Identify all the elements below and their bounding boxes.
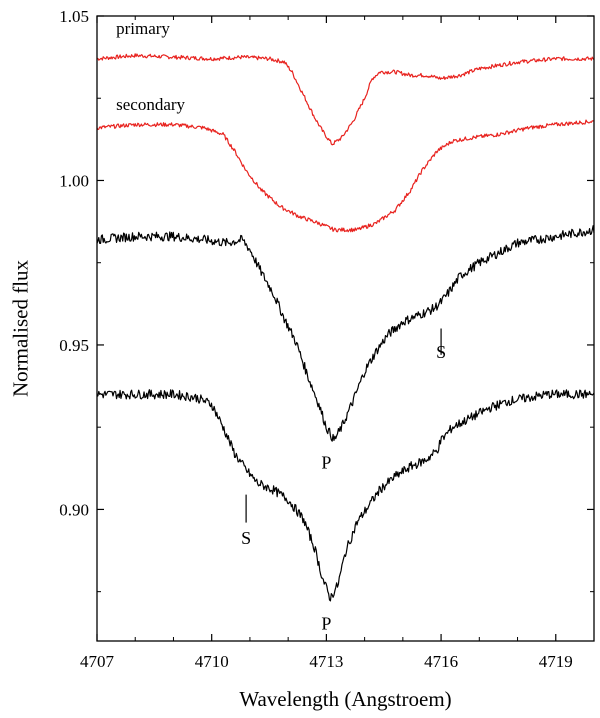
x-tick-label: 4716 <box>424 652 458 671</box>
line-marker-label: P <box>321 452 331 472</box>
y-tick-label: 0.90 <box>59 500 89 519</box>
x-tick-label: 4719 <box>539 652 573 671</box>
annotations-layer: primary secondary S P S P <box>116 19 446 633</box>
line-marker-label: P <box>321 613 331 633</box>
y-tick-label: 1.05 <box>59 7 89 26</box>
spectrum-line-4 <box>96 389 595 602</box>
spectrum-line-3 <box>96 225 595 442</box>
line-marker-label: S <box>436 342 446 362</box>
x-tick-label: 4707 <box>80 652 115 671</box>
series-label: secondary <box>116 95 185 114</box>
series-layer <box>96 53 595 602</box>
spectrum-line-2 <box>96 119 595 233</box>
series-label: primary <box>116 19 170 38</box>
y-tick-label: 1.00 <box>59 171 89 190</box>
y-tick-label: 0.95 <box>59 336 89 355</box>
plot-frame <box>96 15 595 642</box>
x-tick-label: 4710 <box>195 652 229 671</box>
x-tick-label: 4713 <box>309 652 343 671</box>
line-marker-label: S <box>241 528 251 548</box>
spectrum-line-1 <box>96 53 595 146</box>
x-axis-title: Wavelength (Angstroem) <box>239 687 451 711</box>
ticks-layer: 4707 4710 4713 4716 4719 0.90 0.95 1.00 1.05 <box>59 7 595 671</box>
y-axis-title: Normalised flux <box>8 259 32 397</box>
